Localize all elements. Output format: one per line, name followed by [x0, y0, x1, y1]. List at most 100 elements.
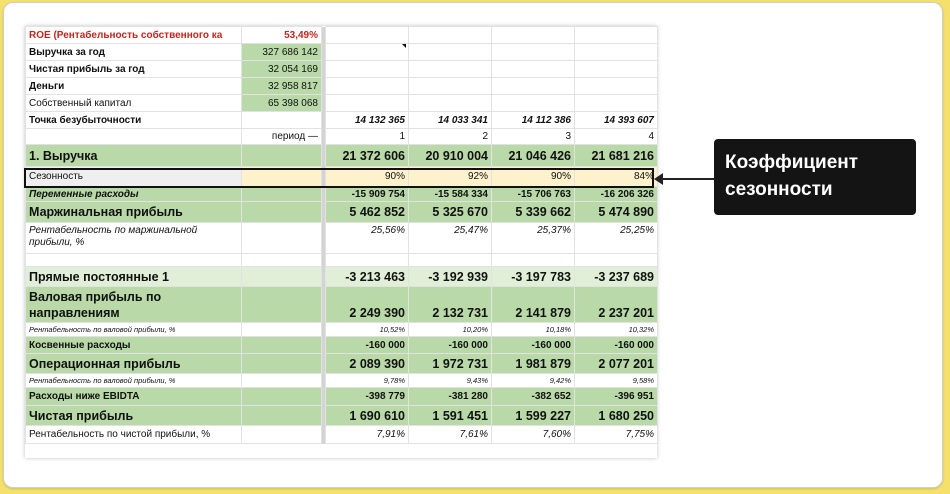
net-profit-p3[interactable]: 1 599 227 — [491, 405, 575, 426]
net-profit-year-label[interactable]: Чистая прибыль за год — [25, 60, 242, 78]
operating-rate-p3[interactable]: 9,42% — [491, 373, 575, 388]
gross-rate-p2[interactable]: 10,20% — [408, 322, 492, 337]
period-3[interactable]: 3 — [491, 128, 575, 145]
gross-profit-p4[interactable]: 2 237 201 — [574, 286, 658, 323]
net-profit-p4[interactable]: 1 680 250 — [574, 405, 658, 426]
marginal-rate-label[interactable]: Рентабельность по маржинальной прибыли, % — [25, 222, 242, 254]
indirect-costs-p1[interactable]: -160 000 — [325, 336, 409, 354]
below-ebitda-p4[interactable]: -396 951 — [574, 387, 658, 406]
summary-row-cash: Деньги 32 958 817 — [25, 77, 658, 95]
gross-profit-p1[interactable]: 2 249 390 — [325, 286, 409, 323]
gross-profit-p3[interactable]: 2 141 879 — [491, 286, 575, 323]
below-ebitda-label[interactable]: Расходы ниже EBIDTA — [25, 387, 242, 406]
period-4[interactable]: 4 — [574, 128, 658, 145]
revenue-p3[interactable]: 21 046 426 — [491, 144, 575, 167]
period-1[interactable]: 1 — [325, 128, 409, 145]
gross-profit-p2[interactable]: 2 132 731 — [408, 286, 492, 323]
gross-profit-row: Валовая прибыль по направлениям 2 249 390… — [25, 286, 658, 323]
marginal-rate-p2[interactable]: 25,47% — [408, 222, 492, 254]
breakeven-p2[interactable]: 14 033 341 — [408, 111, 492, 129]
marginal-rate-p1[interactable]: 25,56% — [325, 222, 409, 254]
variable-costs-label[interactable]: Переменные расходы — [25, 186, 242, 202]
indirect-costs-label[interactable]: Косвенные расходы — [25, 336, 242, 354]
direct-fixed-p1[interactable]: -3 213 463 — [325, 266, 409, 287]
variable-costs-p2[interactable]: -15 584 334 — [408, 186, 492, 202]
operating-rate-label[interactable]: Рентабельность по валовой прибыли, % — [25, 373, 242, 388]
operating-profit-p4[interactable]: 2 077 201 — [574, 353, 658, 374]
net-rate-p3[interactable]: 7,60% — [491, 425, 575, 444]
roe-value[interactable]: 53,49% — [241, 26, 322, 44]
direct-fixed-label[interactable]: Прямые постоянные 1 — [25, 266, 242, 287]
direct-fixed-p3[interactable]: -3 197 783 — [491, 266, 575, 287]
breakeven-p3[interactable]: 14 112 386 — [491, 111, 575, 129]
below-ebitda-p1[interactable]: -398 779 — [325, 387, 409, 406]
variable-costs-p4[interactable]: -16 206 326 — [574, 186, 658, 202]
marginal-profit-label[interactable]: Маржинальная прибыль — [25, 201, 242, 223]
net-profit-label[interactable]: Чистая прибыль — [25, 405, 242, 426]
net-rate-p1[interactable]: 7,91% — [325, 425, 409, 444]
marginal-profit-p4[interactable]: 5 474 890 — [574, 201, 658, 223]
operating-profit-p2[interactable]: 1 972 731 — [408, 353, 492, 374]
breakeven-p4[interactable]: 14 393 607 — [574, 111, 658, 129]
revenue-year-label[interactable]: Выручка за год — [25, 43, 242, 61]
marginal-rate-label-line2: прибыли, % — [29, 237, 85, 248]
equity-value[interactable]: 65 398 068 — [241, 94, 322, 112]
cash-value[interactable]: 32 958 817 — [241, 77, 322, 95]
gross-rate-p3[interactable]: 10,18% — [491, 322, 575, 337]
variable-costs-p1[interactable]: -15 909 754 — [325, 186, 409, 202]
period-label[interactable]: период — — [241, 128, 322, 145]
breakeven-p1[interactable]: 14 132 365 — [325, 111, 409, 129]
gross-rate-p1[interactable]: 10,52% — [325, 322, 409, 337]
marginal-profit-p1[interactable]: 5 462 852 — [325, 201, 409, 223]
revenue-row: 1. Выручка 21 372 606 20 910 004 21 046 … — [25, 144, 658, 167]
marginal-rate-p3[interactable]: 25,37% — [491, 222, 575, 254]
seasonality-p3[interactable]: 90% — [491, 166, 575, 187]
revenue-p4[interactable]: 21 681 216 — [574, 144, 658, 167]
below-ebitda-p2[interactable]: -381 280 — [408, 387, 492, 406]
breakeven-label[interactable]: Точка безубыточности — [25, 111, 242, 129]
revenue-year-value[interactable]: 327 686 142 — [241, 43, 322, 61]
below-ebitda-row: Расходы ниже EBIDTA -398 779 -381 280 -3… — [25, 387, 658, 406]
direct-fixed-p4[interactable]: -3 237 689 — [574, 266, 658, 287]
indirect-costs-p3[interactable]: -160 000 — [491, 336, 575, 354]
revenue-p1[interactable]: 21 372 606 — [325, 144, 409, 167]
gross-profit-label-line1: Валовая прибыль по — [29, 289, 162, 304]
seasonality-p4[interactable]: 84% — [574, 166, 658, 187]
operating-profit-p1[interactable]: 2 089 390 — [325, 353, 409, 374]
seasonality-p2[interactable]: 92% — [408, 166, 492, 187]
direct-fixed-row: Прямые постоянные 1 -3 213 463 -3 192 93… — [25, 266, 658, 287]
summary-row-roe: ROE (Рентабельность собственного ка 53,4… — [25, 26, 658, 44]
seasonality-row: Сезонность 90% 92% 90% 84% — [25, 166, 658, 187]
net-rate-p2[interactable]: 7,61% — [408, 425, 492, 444]
operating-rate-p4[interactable]: 9,58% — [574, 373, 658, 388]
revenue-label[interactable]: 1. Выручка — [25, 144, 242, 167]
gross-profit-label[interactable]: Валовая прибыль по направлениям — [25, 286, 242, 323]
marginal-profit-p3[interactable]: 5 339 662 — [491, 201, 575, 223]
net-profit-year-value[interactable]: 32 054 169 — [241, 60, 322, 78]
operating-rate-p2[interactable]: 9,43% — [408, 373, 492, 388]
gross-rate-label[interactable]: Рентабельность по валовой прибыли, % — [25, 322, 242, 337]
net-rate-label[interactable]: Рентабельность по чистой прибыли, % — [25, 425, 242, 444]
marginal-profit-p2[interactable]: 5 325 670 — [408, 201, 492, 223]
indirect-costs-row: Косвенные расходы -160 000 -160 000 -160… — [25, 336, 658, 354]
net-profit-p1[interactable]: 1 690 610 — [325, 405, 409, 426]
marginal-rate-p4[interactable]: 25,25% — [574, 222, 658, 254]
operating-profit-p3[interactable]: 1 981 879 — [491, 353, 575, 374]
net-profit-p2[interactable]: 1 591 451 — [408, 405, 492, 426]
net-rate-p4[interactable]: 7,75% — [574, 425, 658, 444]
period-2[interactable]: 2 — [408, 128, 492, 145]
operating-profit-label[interactable]: Операционная прибыль — [25, 353, 242, 374]
indirect-costs-p4[interactable]: -160 000 — [574, 336, 658, 354]
revenue-p2[interactable]: 20 910 004 — [408, 144, 492, 167]
gross-rate-p4[interactable]: 10,32% — [574, 322, 658, 337]
indirect-costs-p2[interactable]: -160 000 — [408, 336, 492, 354]
roe-label[interactable]: ROE (Рентабельность собственного ка — [25, 26, 242, 44]
operating-rate-p1[interactable]: 9,78% — [325, 373, 409, 388]
variable-costs-p3[interactable]: -15 706 763 — [491, 186, 575, 202]
seasonality-label[interactable]: Сезонность — [25, 166, 242, 187]
below-ebitda-p3[interactable]: -382 652 — [491, 387, 575, 406]
equity-label[interactable]: Собственный капитал — [25, 94, 242, 112]
cash-label[interactable]: Деньги — [25, 77, 242, 95]
seasonality-p1[interactable]: 90% — [325, 166, 409, 187]
direct-fixed-p2[interactable]: -3 192 939 — [408, 266, 492, 287]
